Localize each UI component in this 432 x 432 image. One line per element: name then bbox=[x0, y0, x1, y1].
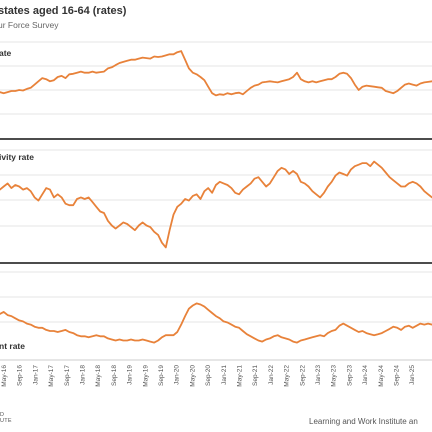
x-tick-label: Jan-20 bbox=[174, 365, 181, 385]
x-tick-label: Jan-22 bbox=[268, 365, 275, 385]
x-tick-label: Jan-17 bbox=[32, 365, 39, 385]
logo-text: D UTE bbox=[0, 412, 12, 424]
x-tick-label: Jan-23 bbox=[315, 365, 322, 385]
series-line bbox=[0, 160, 432, 249]
x-tick-label: Sep-19 bbox=[158, 365, 165, 386]
series-line bbox=[0, 302, 432, 344]
x-tick-label: Sep-24 bbox=[394, 365, 401, 386]
x-tick-label: Jan-19 bbox=[127, 365, 134, 385]
x-tick-label: May-19 bbox=[142, 365, 149, 387]
x-tick-label: Jan-21 bbox=[221, 365, 228, 385]
x-tick-label: May-17 bbox=[48, 365, 55, 387]
panel-label: ate bbox=[0, 48, 12, 58]
x-tick-label: Sep-16 bbox=[17, 365, 24, 386]
x-tick-label: May-18 bbox=[95, 365, 102, 387]
panel-label: ivity rate bbox=[0, 152, 34, 162]
x-tick-label: Sep-20 bbox=[205, 365, 212, 386]
panel-label: nt rate bbox=[0, 341, 25, 351]
x-tick-label: May-21 bbox=[237, 365, 244, 387]
x-tick-label: Sep-23 bbox=[346, 365, 353, 386]
x-tick-label: May-20 bbox=[189, 365, 196, 387]
x-tick-label: May-23 bbox=[331, 365, 338, 387]
logo-text-line1: D bbox=[0, 412, 5, 418]
x-tick-label: Sep-21 bbox=[252, 365, 259, 386]
x-tick-label: Sep-17 bbox=[64, 365, 71, 386]
x-tick-label: May-16 bbox=[1, 365, 8, 387]
x-tick-label: May-22 bbox=[284, 365, 291, 387]
footer-credit: Learning and Work Institute an bbox=[309, 417, 418, 426]
series-line bbox=[0, 50, 432, 97]
chart-title: states aged 16-64 (rates) bbox=[0, 5, 127, 17]
x-tick-label: Jan-18 bbox=[80, 365, 87, 385]
logo-text-line2: UTE bbox=[0, 418, 12, 424]
x-tick-label: Sep-22 bbox=[299, 365, 306, 386]
x-tick-label: Jan-25 bbox=[409, 365, 416, 385]
x-tick-label: Jan-24 bbox=[362, 365, 369, 385]
chart-subtitle: ur Force Survey bbox=[0, 20, 59, 30]
x-tick-label: May-24 bbox=[378, 365, 385, 387]
x-tick-label: Sep-18 bbox=[111, 365, 118, 386]
